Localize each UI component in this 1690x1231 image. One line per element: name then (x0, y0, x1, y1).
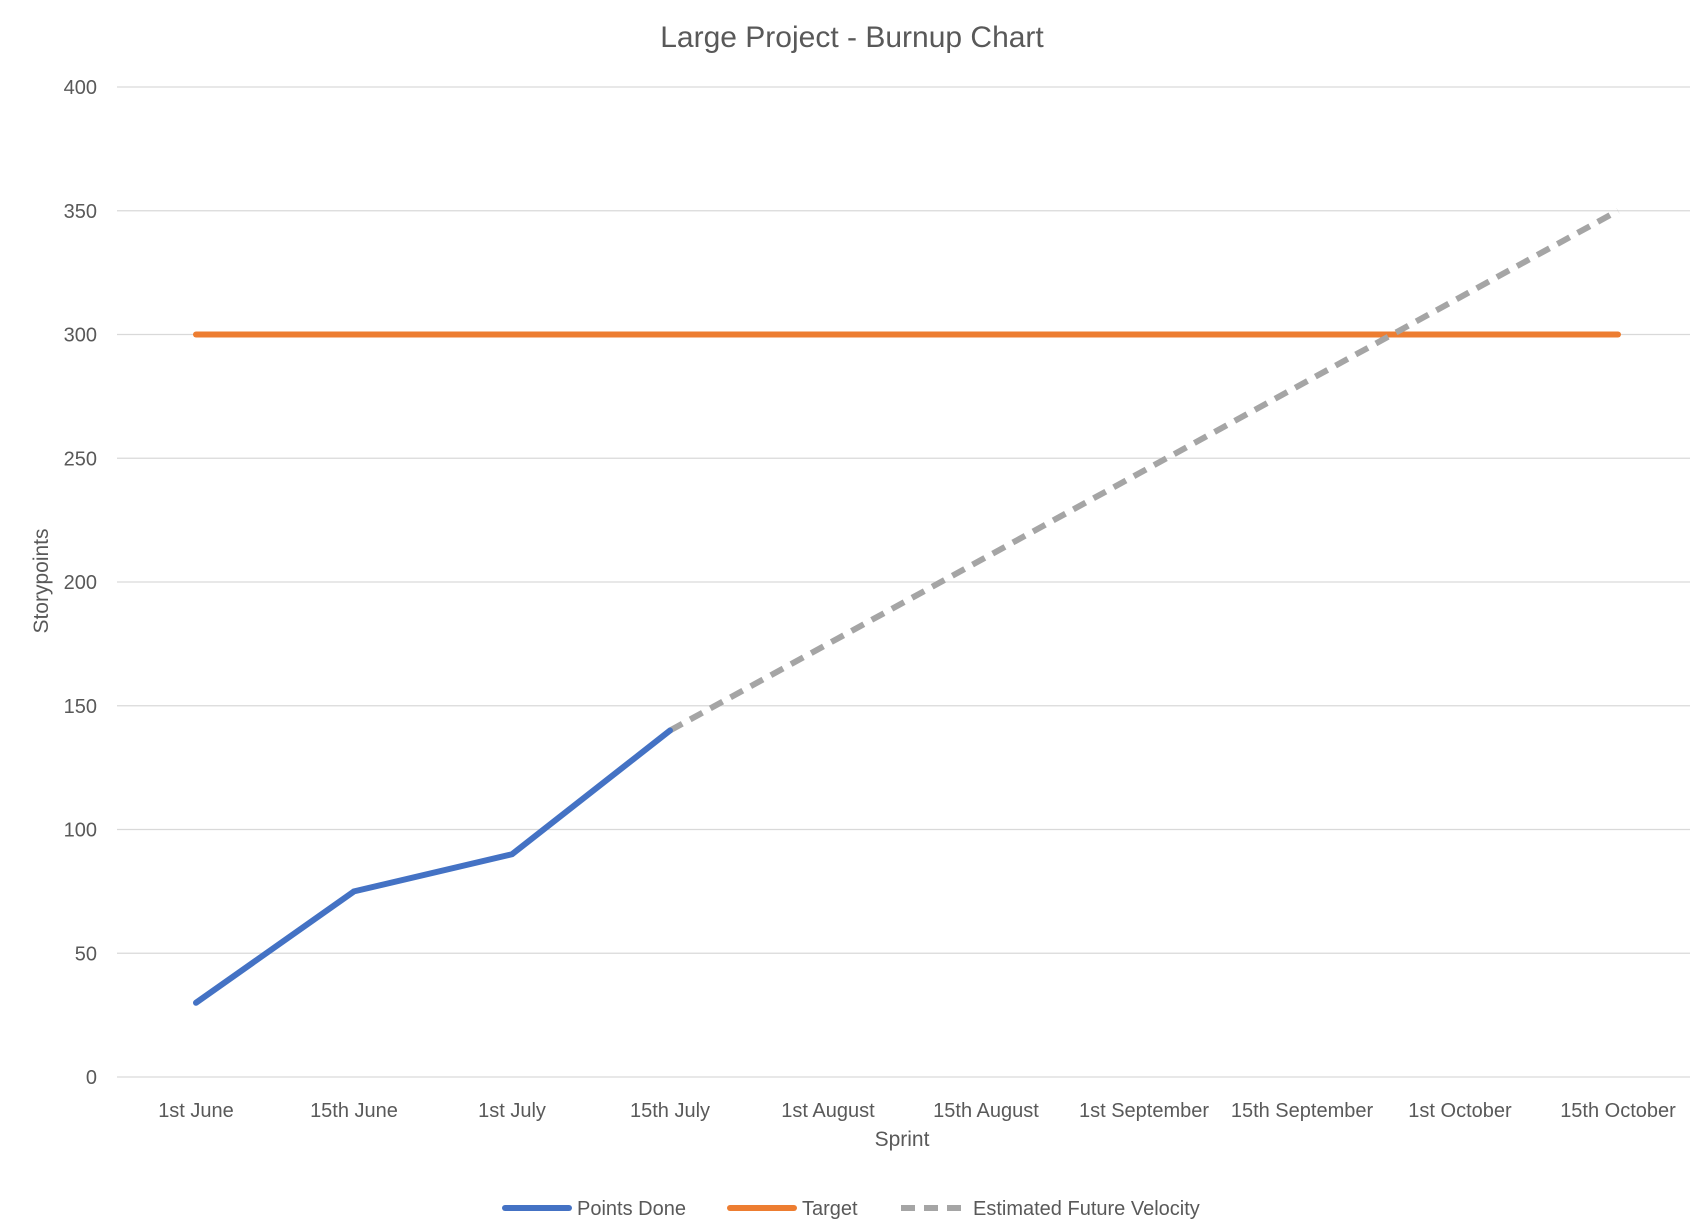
gridlines (117, 86, 1690, 1078)
series-line-points-done (193, 727, 673, 1006)
legend-item: Target (727, 1198, 858, 1220)
x-tick-label: 1st August (781, 1100, 875, 1122)
x-axis-ticks: 1st June 15th June 1st July 15th July 1st Au… (158, 1100, 1676, 1122)
legend-item: Estimated Future Velocity (901, 1198, 1200, 1220)
x-axis-label: Sprint (875, 1128, 930, 1151)
y-axis-ticks: 0 50 100 150 200 250 300 350 400 (64, 77, 97, 1089)
y-tick-label: 150 (64, 696, 97, 718)
legend: Points Done Target Estimated Future Veloci… (502, 1198, 1200, 1220)
x-tick-label: 1st September (1079, 1100, 1209, 1122)
y-tick-label: 50 (75, 943, 97, 965)
x-tick-label: 15th August (933, 1100, 1039, 1122)
legend-item: Points Done (502, 1198, 686, 1220)
legend-label: Target (802, 1198, 858, 1220)
x-tick-label: 15th June (310, 1100, 398, 1122)
y-tick-label: 100 (64, 820, 97, 842)
x-tick-label: 1st June (158, 1100, 234, 1122)
legend-label: Points Done (577, 1198, 686, 1220)
y-tick-label: 350 (64, 201, 97, 223)
chart-title: Large Project - Burnup Chart (660, 21, 1044, 54)
series-line-estimated-future-velocity (668, 208, 1620, 734)
x-tick-label: 1st July (478, 1100, 546, 1122)
y-tick-label: 300 (64, 325, 97, 347)
x-tick-label: 15th October (1560, 1100, 1676, 1122)
y-tick-label: 0 (86, 1067, 97, 1089)
series-lines (193, 208, 1621, 1006)
y-tick-label: 200 (64, 572, 97, 594)
y-axis-label: Storypoints (30, 528, 53, 633)
x-tick-label: 1st October (1408, 1100, 1512, 1122)
y-tick-label: 400 (64, 77, 97, 99)
y-tick-label: 250 (64, 448, 97, 470)
legend-label: Estimated Future Velocity (973, 1198, 1200, 1220)
x-tick-label: 15th July (630, 1100, 710, 1122)
x-tick-label: 15th September (1231, 1100, 1374, 1122)
